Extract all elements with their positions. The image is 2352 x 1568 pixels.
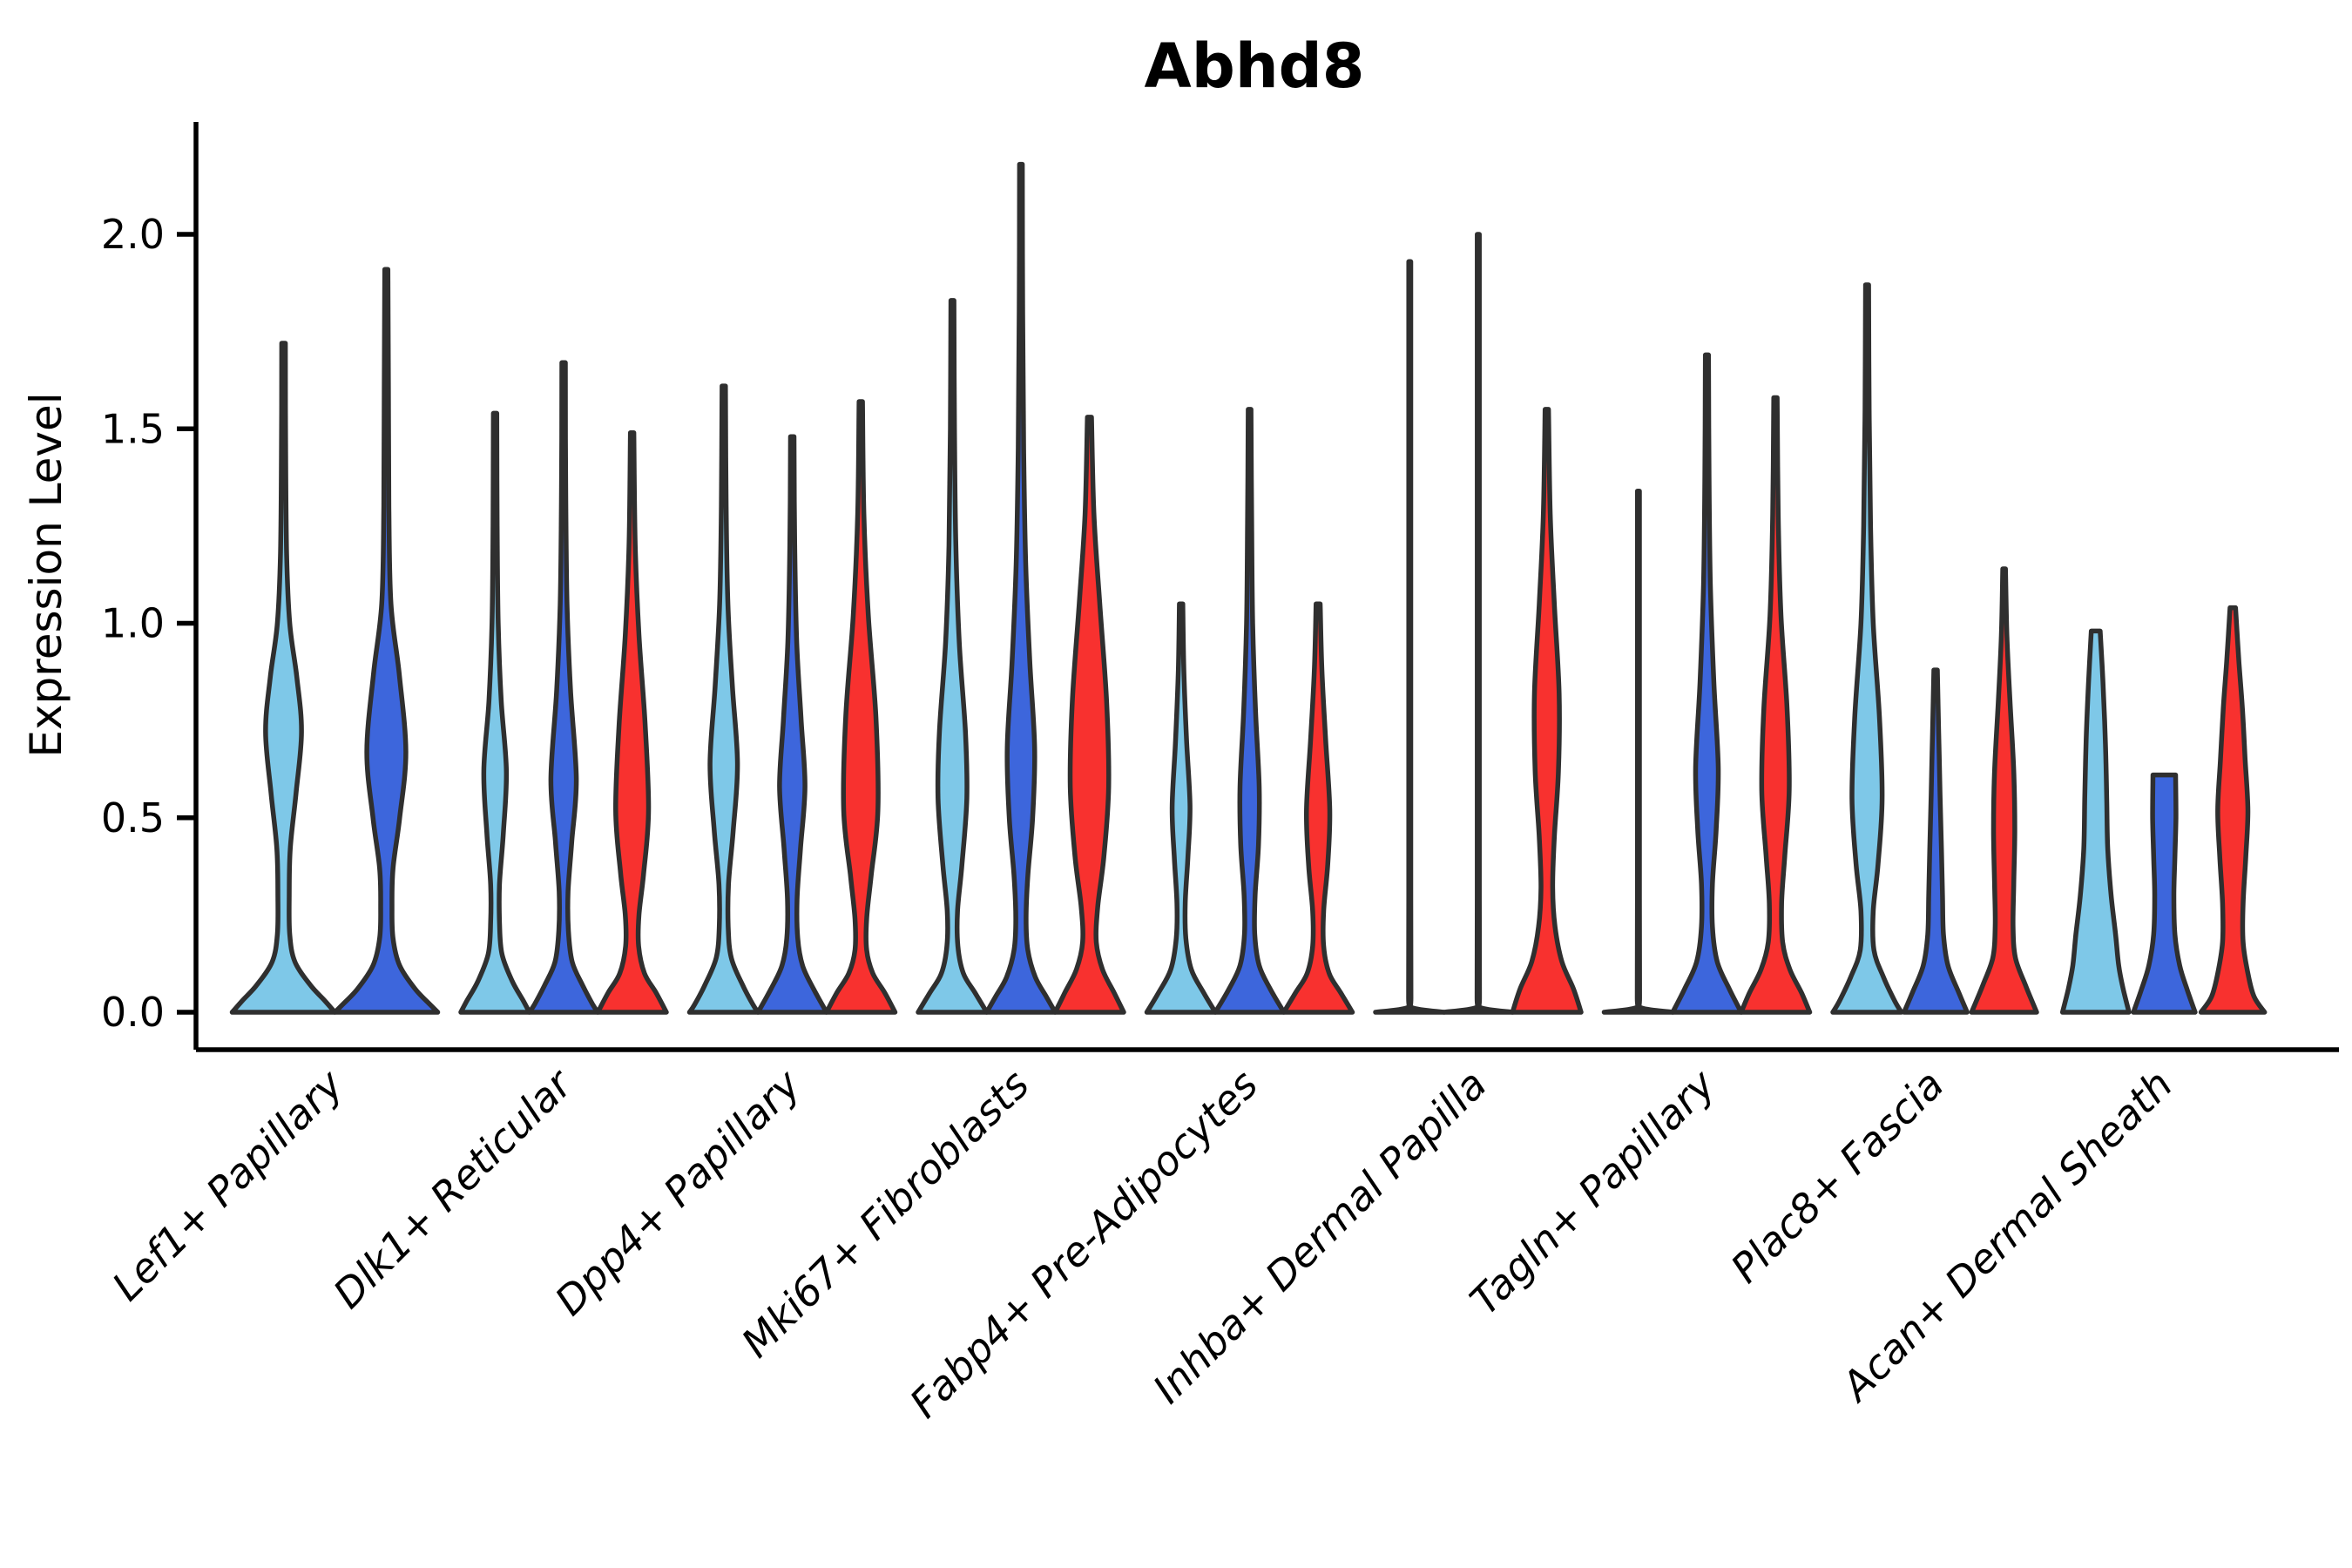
violin-layer [229,161,2268,1015]
violin-dpp4-papillary-red [824,399,898,1015]
violin-inhba-dermal-papilla-red [1510,407,1584,1015]
violin-fabp4-pre-adipocytes-red [1281,601,1355,1015]
violin-inhba-dermal-papilla-light_blue [1373,259,1447,1015]
y-axis-label: Expression Level [21,392,71,757]
violin-fabp4-pre-adipocytes-dark_blue [1213,407,1287,1015]
x-tick-label-plac8-fascia: Plac8+ Fascia [1721,1061,1952,1292]
violin-dlk1-reticular-dark_blue [526,360,601,1015]
violin-acan-dermal-sheath-red [2198,605,2268,1015]
violin-dlk1-reticular-light_blue [458,410,532,1015]
violin-lef1-papillary-light_blue [229,341,338,1015]
axes-layer: 0.0 0.5 1.0 1.5 2.0 [101,122,2339,1052]
violin-dpp4-papillary-dark_blue [755,434,829,1015]
x-tick-label-dlk1-reticular: Dlk1+ Reticular [324,1058,583,1317]
violin-inhba-dermal-papilla-dark_blue [1441,232,1516,1015]
violin-mki67-fibroblasts-red [1052,415,1126,1015]
violin-dpp4-papillary-light_blue [686,383,760,1015]
violin-mki67-fibroblasts-dark_blue [983,161,1058,1015]
violin-tagln-papillary-dark_blue [1670,352,1744,1015]
violin-plac8-fascia-light_blue [1830,282,1904,1015]
y-tick-label-0.0: 0.0 [101,989,165,1036]
violin-fabp4-pre-adipocytes-light_blue [1144,601,1218,1015]
x-tick-label-lef1-papillary: Lef1+ Papillary [103,1060,352,1309]
plot-title: Abhd8 [1145,30,1365,102]
violin-plac8-fascia-dark_blue [1902,667,1970,1015]
x-tick-label-dpp4-papillary: Dpp4+ Papillary [546,1060,810,1324]
violin-tagln-papillary-light_blue [1601,488,1675,1015]
violin-acan-dermal-sheath-dark_blue [2131,772,2198,1015]
violin-tagln-papillary-red [1739,395,1813,1015]
x-tick-label-tagln-papillary: Tagln+ Papillary [1461,1060,1725,1324]
y-tick-label-1.5: 1.5 [101,405,165,452]
y-tick-label-0.5: 0.5 [101,794,165,841]
y-tick-label-2.0: 2.0 [101,211,165,258]
violin-acan-dermal-sheath-light_blue [2059,628,2132,1015]
violin-mki67-fibroblasts-light_blue [916,298,990,1015]
violin-lef1-papillary-dark_blue [332,267,441,1015]
y-tick-label-1.0: 1.0 [101,600,165,647]
violin-plac8-fascia-red [1969,566,2039,1015]
violin-dlk1-reticular-red [595,429,669,1015]
